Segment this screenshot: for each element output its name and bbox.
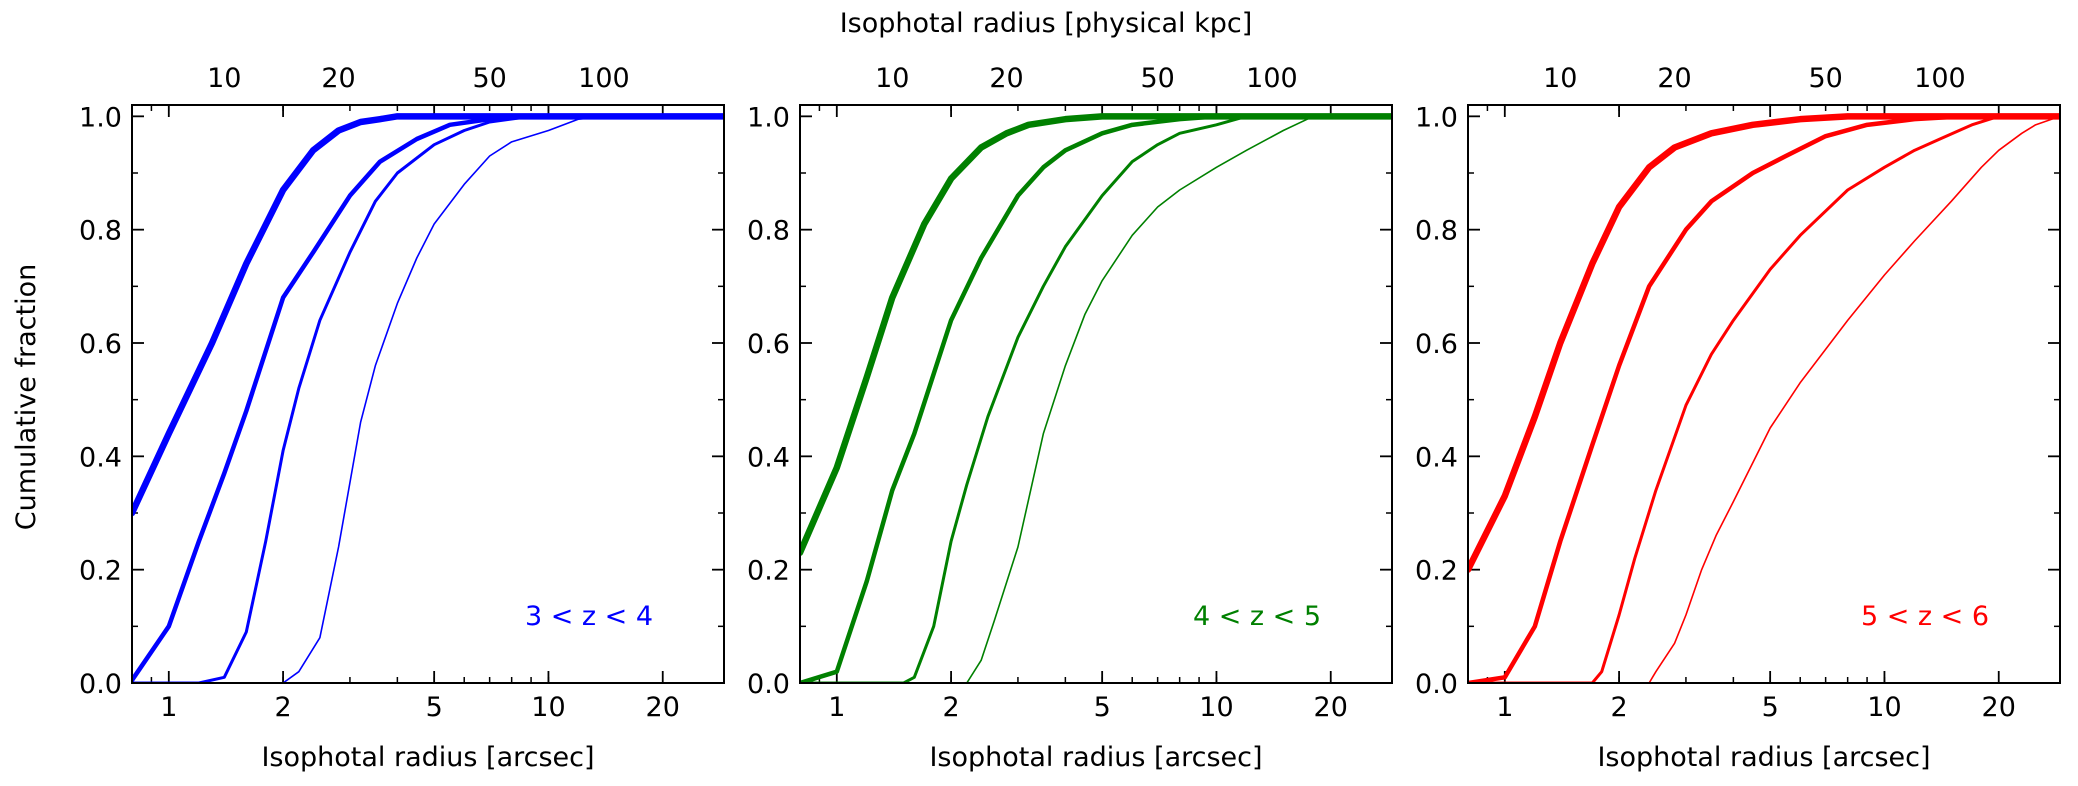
series-line-3 — [1468, 114, 2060, 683]
y-tick-label: 0.8 — [1415, 216, 1458, 247]
x-tick-label: 1 — [160, 692, 177, 723]
top-tick-label: 50 — [472, 63, 506, 94]
top-tick-label: 100 — [578, 63, 630, 94]
x-tick-label: 20 — [646, 692, 680, 723]
top-tick-label: 20 — [989, 63, 1023, 94]
series-line-1 — [132, 113, 724, 517]
panel-3: 1 2 5 10 20 10 20 50 100 0.0 0.2 0.4 0.6 0.8 1.0 Isopho… — [1415, 63, 2061, 773]
redshift-annotation: 4 < z < 5 — [1193, 601, 1321, 632]
x-axis-label: Isophotal radius [arcsec] — [261, 742, 594, 773]
y-tick-label: 0.6 — [1415, 329, 1458, 360]
x-tick-label: 10 — [1867, 692, 1901, 723]
top-tick-label: 10 — [1543, 63, 1577, 94]
y-tick-label: 0.4 — [1415, 442, 1458, 473]
series-line-4 — [132, 115, 724, 683]
y-tick-label: 0.6 — [79, 329, 122, 360]
panel-2: 1 2 5 10 20 10 20 50 100 0.0 0.2 0.4 0.6 0.8 1.0 Isopho… — [747, 63, 1393, 773]
x-tick-label: 1 — [828, 692, 845, 723]
series-line-3 — [800, 114, 1392, 683]
x-tick-label: 5 — [1762, 692, 1779, 723]
series-line-1 — [1468, 113, 2060, 573]
x-tick-label: 2 — [942, 692, 959, 723]
series-line-4 — [1468, 115, 2060, 683]
top-tick-label: 10 — [207, 63, 241, 94]
top-tick-label: 20 — [321, 63, 355, 94]
top-tick-label: 20 — [1657, 63, 1691, 94]
y-tick-label: 0.2 — [79, 556, 122, 587]
plot-frame — [131, 104, 725, 684]
y-tick-label: 0.8 — [79, 216, 122, 247]
y-tick-label: 1.0 — [1415, 102, 1458, 133]
x-tick-label: 2 — [1610, 692, 1627, 723]
x-tick-label: 20 — [1982, 692, 2016, 723]
redshift-annotation: 5 < z < 6 — [1861, 601, 1989, 632]
series-line-2 — [132, 114, 724, 683]
x-axis-label: Isophotal radius [arcsec] — [1597, 742, 1930, 773]
panel-1: 1 2 5 10 20 10 20 50 100 0.0 0.2 0.4 0.6 0.8 1.0 Isopho… — [79, 63, 725, 773]
plot-frame — [799, 104, 1393, 684]
series-group — [132, 113, 724, 683]
figure-top-title: Isophotal radius [physical kpc] — [840, 8, 1253, 39]
x-tick-label: 5 — [1094, 692, 1111, 723]
series-line-2 — [800, 114, 1392, 683]
x-tick-label: 1 — [1496, 692, 1513, 723]
series-line-2 — [1468, 114, 2060, 683]
y-tick-label: 0.0 — [747, 669, 790, 700]
y-tick-label: 1.0 — [747, 102, 790, 133]
x-tick-label: 10 — [531, 692, 565, 723]
y-tick-label: 0.4 — [79, 442, 122, 473]
top-tick-label: 100 — [1914, 63, 1966, 94]
y-tick-label: 1.0 — [79, 102, 122, 133]
panels: 1 2 5 10 20 10 20 50 100 0.0 0.2 0.4 0.6 0.8 1.0 Isopho… — [79, 63, 2061, 773]
top-tick-label: 10 — [875, 63, 909, 94]
series-line-1 — [800, 113, 1392, 556]
top-tick-label: 50 — [1140, 63, 1174, 94]
x-tick-label: 5 — [426, 692, 443, 723]
y-tick-label: 0.2 — [747, 556, 790, 587]
y-tick-label: 0.2 — [1415, 556, 1458, 587]
y-tick-label: 0.8 — [747, 216, 790, 247]
top-tick-label: 100 — [1246, 63, 1298, 94]
redshift-annotation: 3 < z < 4 — [525, 601, 653, 632]
series-group — [800, 113, 1392, 683]
y-tick-label: 0.4 — [747, 442, 790, 473]
x-tick-label: 20 — [1314, 692, 1348, 723]
series-line-4 — [800, 115, 1392, 683]
x-axis-label: Isophotal radius [arcsec] — [929, 742, 1262, 773]
figure-ylabel: Cumulative fraction — [11, 264, 42, 530]
y-tick-label: 0.0 — [79, 669, 122, 700]
y-tick-label: 0.6 — [747, 329, 790, 360]
plot-frame — [1467, 104, 2061, 684]
series-group — [1468, 113, 2060, 683]
series-line-3 — [132, 114, 724, 683]
top-tick-label: 50 — [1808, 63, 1842, 94]
y-tick-label: 0.0 — [1415, 669, 1458, 700]
x-tick-label: 10 — [1199, 692, 1233, 723]
x-tick-label: 2 — [274, 692, 291, 723]
